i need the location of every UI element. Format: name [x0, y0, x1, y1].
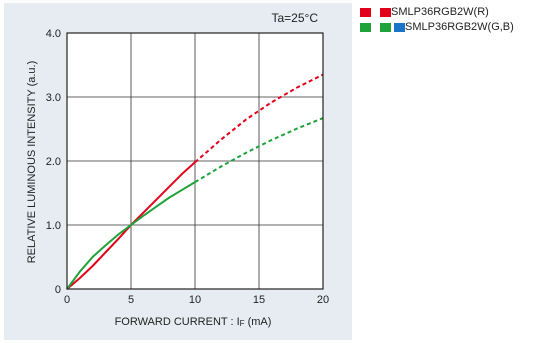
- legend-swatch-red: [380, 7, 391, 17]
- legend-swatch-green: [360, 22, 371, 32]
- x-tick-label: 20: [317, 294, 329, 306]
- tick-labels: 0 5 10 15 20 0 1.0 2.0 3.0 4.0: [46, 28, 329, 306]
- legend-label-gb: SMLP36RGB2W(G,B): [405, 21, 514, 33]
- legend-swatch-blue: [394, 22, 405, 32]
- x-tick-label: 0: [64, 294, 70, 306]
- y-tick-label: 4.0: [46, 28, 61, 40]
- x-tick-label: 10: [189, 294, 201, 306]
- legend-item-gb: SMLP36RGB2W(G,B): [360, 21, 514, 33]
- y-tick-label: 0: [55, 284, 61, 296]
- y-tick-label: 1.0: [46, 220, 61, 232]
- x-axis-label-main: FORWARD CURRENT : I: [115, 316, 240, 328]
- series-lines: [66, 73, 324, 290]
- legend-swatch-red: [360, 7, 371, 17]
- x-tick-label: 5: [128, 294, 134, 306]
- x-tick-label: 15: [253, 294, 265, 306]
- legend-label-r: SMLP36RGB2W(R): [391, 6, 489, 18]
- series-line-r-extrapolated: [194, 73, 324, 164]
- legend-item-r: SMLP36RGB2W(R): [360, 6, 489, 18]
- x-axis-label-subscript: F: [240, 319, 245, 328]
- series-line-gb-measured: [66, 181, 196, 290]
- series-line-gb-extrapolated: [194, 117, 324, 183]
- y-axis-label: RELATIVE LUMINOUS INTENSITY (a.u.): [26, 61, 38, 264]
- plot-frame: [66, 32, 324, 290]
- y-tick-label: 3.0: [46, 92, 61, 104]
- legend-swatch-green: [380, 22, 391, 32]
- x-axis-label: FORWARD CURRENT : IF (mA): [115, 316, 272, 328]
- temperature-annotation: Ta=25°C: [272, 11, 319, 25]
- y-tick-label: 2.0: [46, 156, 61, 168]
- x-axis-label-unit: (mA): [245, 316, 272, 328]
